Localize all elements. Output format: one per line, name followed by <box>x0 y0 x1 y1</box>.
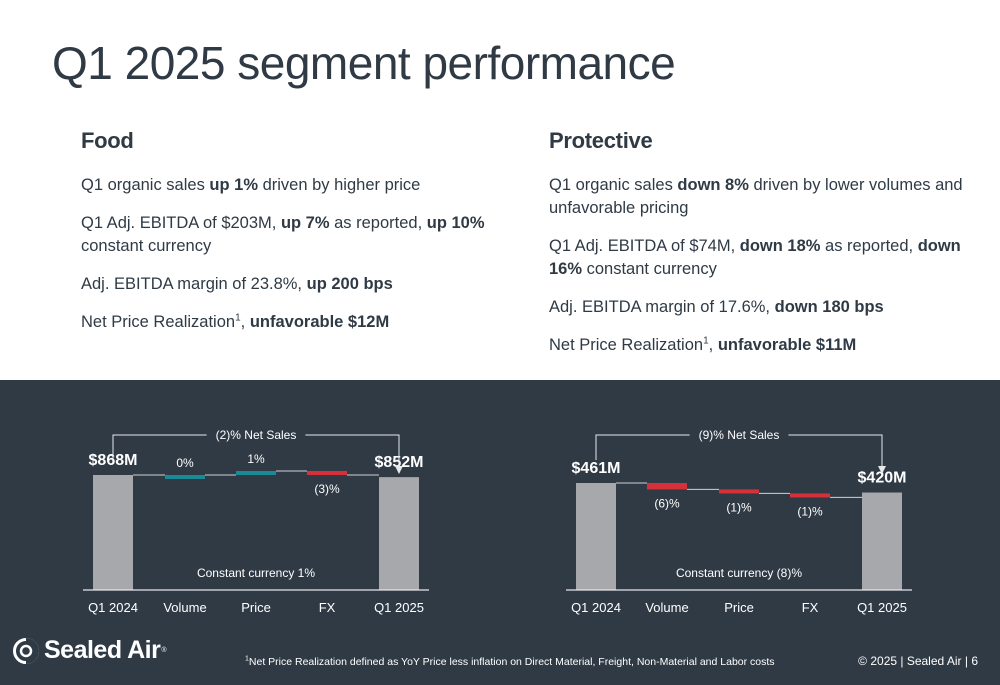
logo-text: Sealed Air <box>44 636 161 664</box>
logo-registered-mark: ® <box>161 647 167 654</box>
food-bar-q1-2024 <box>93 475 133 590</box>
protective-tick-label: Volume <box>645 600 688 615</box>
food-ebitda-margin: Adj. EBITDA margin of 23.8%, up 200 bps <box>81 275 393 293</box>
protective-data-label: (1)% <box>726 500 752 514</box>
protective-tick-label: Q1 2024 <box>571 600 621 615</box>
protective-tick-label: FX <box>802 600 819 615</box>
protective-tick-label: Q1 2025 <box>857 600 907 615</box>
protective-organic-sales: Q1 organic sales down 8% driven by lower… <box>549 176 963 217</box>
protective-constant-currency-note: Constant currency (8)% <box>676 566 802 580</box>
protective-bar-fx <box>790 493 830 498</box>
food-tick-label: Volume <box>163 600 206 615</box>
page-title: Q1 2025 segment performance <box>52 37 676 89</box>
food-data-label: $868M <box>89 452 138 469</box>
copyright-page-number: © 2025 | Sealed Air | 6 <box>858 654 978 668</box>
food-data-label: 1% <box>247 452 265 466</box>
protective-bar-volume <box>647 483 687 490</box>
protective-bracket-arrow-icon <box>878 466 886 474</box>
protective-bar-q1-2025 <box>862 492 902 590</box>
food-data-label: 0% <box>176 456 194 470</box>
food-bracket-right <box>305 434 400 468</box>
protective-segment: Protective Q1 organic sales down 8% driv… <box>549 128 969 372</box>
protective-bracket-left <box>595 434 690 460</box>
protective-net-price-realization: Net Price Realization1, unfavorable $11M <box>549 335 857 354</box>
food-bar-q1-2025 <box>379 477 419 590</box>
food-tick-label: FX <box>319 600 336 615</box>
food-organic-sales: Q1 organic sales up 1% driven by higher … <box>81 176 421 194</box>
protective-heading: Protective <box>549 128 653 153</box>
protective-tick-label: Price <box>724 600 754 615</box>
food-adj-ebitda: Q1 Adj. EBITDA of $203M, up 7% as report… <box>81 214 485 255</box>
protective-data-label: $461M <box>572 460 621 477</box>
food-net-price-realization: Net Price Realization1, unfavorable $12M <box>81 312 390 331</box>
protective-bracket-label: (9)% Net Sales <box>699 428 780 442</box>
food-bar-price <box>236 471 276 475</box>
protective-adj-ebitda: Q1 Adj. EBITDA of $74M, down 18% as repo… <box>549 237 961 278</box>
food-tick-label: Q1 2025 <box>374 600 424 615</box>
protective-bracket-right <box>788 434 883 468</box>
protective-data-label: (1)% <box>797 504 823 518</box>
food-constant-currency-note: Constant currency 1% <box>197 566 315 580</box>
food-tick-label: Q1 2024 <box>88 600 138 615</box>
protective-ebitda-margin: Adj. EBITDA margin of 17.6%, down 180 bp… <box>549 298 884 316</box>
protective-data-label: $420M <box>858 470 907 487</box>
sealed-air-logo-icon <box>13 637 39 664</box>
chart-panel: Q1 2024 Volume Price FX Q1 2025 $868M 0% 1% (3)%… <box>0 380 1000 685</box>
waterfall-charts: Q1 2024 Volume Price FX Q1 2025 $868M 0% 1% (3)%… <box>83 428 912 615</box>
sealed-air-logo: Sealed Air ® <box>12 636 167 665</box>
protective-data-label: (6)% <box>654 496 680 510</box>
food-bar-fx <box>307 471 347 475</box>
food-bracket-arrow-icon <box>395 466 403 474</box>
footnote: 1Net Price Realization defined as YoY Pr… <box>245 655 775 669</box>
food-bracket-left <box>112 434 207 460</box>
protective-bar-q1-2024 <box>576 483 616 590</box>
food-segment: Food Q1 organic sales up 1% driven by hi… <box>81 128 501 349</box>
food-bracket-label: (2)% Net Sales <box>216 428 297 442</box>
food-bar-volume <box>165 475 205 479</box>
protective-bar-price <box>719 489 759 494</box>
food-tick-label: Price <box>241 600 271 615</box>
food-data-label: (3)% <box>314 482 340 496</box>
food-heading: Food <box>81 128 134 153</box>
